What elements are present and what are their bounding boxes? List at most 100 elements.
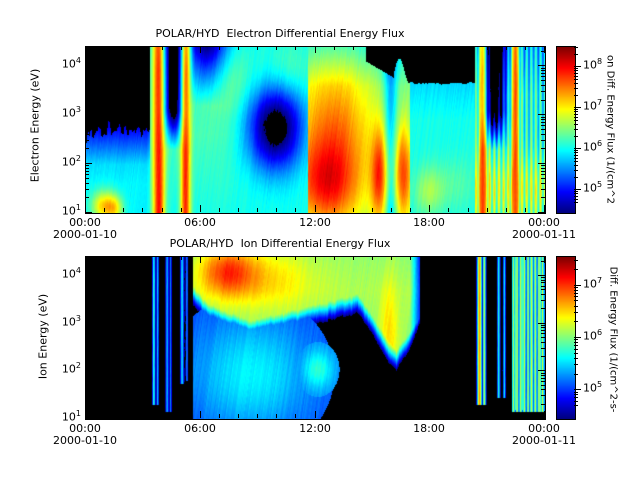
x-tick-minor [448,208,449,212]
x-tick-minor-top [104,46,105,50]
colorbar-tick-minor [574,150,578,151]
x-date-label-left: 2000-01-10 [53,228,117,241]
y-tick-minor-right [541,73,545,74]
colorbar-tick-minor [574,70,578,71]
colorbar-tick-label: 107 [583,276,603,291]
x-tick-minor-top [525,256,526,260]
y-tick-minor [85,70,89,71]
y-tick-minor-right [541,129,545,130]
y-tick-major [85,418,92,419]
x-tick-minor [238,208,239,212]
y-tick-minor [85,373,89,374]
colorbar-tick-minor [574,394,578,395]
y-tick-minor [85,294,89,295]
colorbar-tick-minor [574,199,578,200]
electron-colorbar[interactable] [556,46,576,214]
x-tick-minor [487,414,488,418]
x-tick-minor [334,414,335,418]
y-tick-minor [85,337,89,338]
colorbar-tick-minor [574,158,578,159]
x-tick-label: 06:00 [184,422,216,435]
x-tick-minor-top [295,256,296,260]
electron-spectrogram-canvas [86,47,545,213]
colorbar-tick-minor [574,196,578,197]
x-tick-minor [372,414,373,418]
y-tick-minor [85,261,89,262]
y-tick-minor [85,330,89,331]
y-tick-minor-right [541,342,545,343]
colorbar-tick-minor [574,109,578,110]
colorbar-tick-minor [574,405,578,406]
y-tick-minor [85,51,89,52]
x-tick-minor-top [525,46,526,50]
y-tick-minor [85,286,89,287]
x-tick-minor-top [353,46,354,50]
y-tick-minor [85,300,89,301]
x-tick-major [200,411,201,418]
colorbar-tick-minor [574,296,578,297]
x-tick-minor [219,208,220,212]
y-tick-minor-right [541,168,545,169]
x-tick-label: 06:00 [184,216,216,229]
colorbar-tick-major [574,148,581,149]
y-tick-minor-right [541,125,545,126]
colorbar-tick-minor [574,290,578,291]
x-tick-major [85,205,86,212]
y-tick-minor-right [541,282,545,283]
x-tick-minor-top [448,256,449,260]
x-tick-minor [104,414,105,418]
x-tick-minor-top [123,46,124,50]
ion-colorbar[interactable] [556,256,576,420]
y-tick-minor [85,189,89,190]
x-tick-minor [162,208,163,212]
x-tick-major-top [315,46,316,53]
y-tick-minor [85,327,89,328]
colorbar-tick-minor [574,339,578,340]
x-date-label-left: 2000-01-10 [53,434,117,447]
electron-spectrogram-plot[interactable] [85,46,546,214]
y-tick-major [85,275,92,276]
y-tick-label: 103 [61,105,81,120]
colorbar-tick-minor [574,269,578,270]
y-tick-major [85,370,92,371]
y-tick-minor [85,174,89,175]
x-tick-major-top [544,256,545,263]
y-tick-major-right [538,65,545,66]
x-tick-minor-top [123,256,124,260]
y-tick-minor [85,129,89,130]
x-tick-minor [276,414,277,418]
x-tick-minor [123,414,124,418]
colorbar-tick-minor [574,392,578,393]
y-tick-minor [85,117,89,118]
x-tick-minor [525,414,526,418]
x-tick-minor-top [257,46,258,50]
colorbar-tick-minor [574,136,578,137]
y-tick-minor-right [541,385,545,386]
x-tick-minor [468,208,469,212]
x-tick-label: 00:00 [69,216,101,229]
y-tick-minor [85,80,89,81]
y-tick-minor-right [541,119,545,120]
y-tick-minor [85,348,89,349]
x-tick-minor [162,414,163,418]
x-tick-major [429,205,430,212]
ion-spectrogram-plot[interactable] [85,256,546,420]
x-tick-major-top [200,46,201,53]
x-tick-minor [295,414,296,418]
x-tick-minor [410,414,411,418]
x-tick-minor-top [238,46,239,50]
colorbar-tick-minor [574,83,578,84]
y-tick-minor-right [541,261,545,262]
y-tick-major-right [538,370,545,371]
x-tick-major-top [544,46,545,53]
y-tick-minor [85,125,89,126]
y-tick-minor-right [541,148,545,149]
colorbar-tick-label: 106 [583,328,603,343]
x-tick-major [315,411,316,418]
colorbar-tick-label: 108 [583,57,603,72]
y-tick-minor-right [541,280,545,281]
y-tick-major [85,323,92,324]
x-tick-minor-top [238,256,239,260]
y-tick-minor [85,277,89,278]
x-tick-minor-top [506,256,507,260]
